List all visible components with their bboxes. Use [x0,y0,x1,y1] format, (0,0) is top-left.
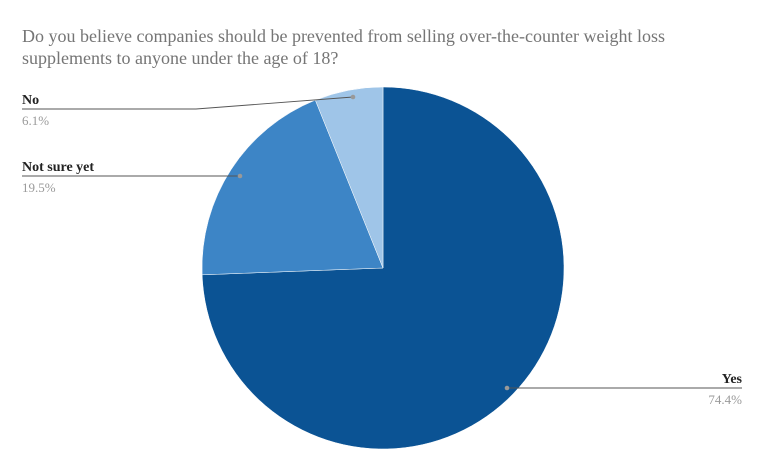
chart-title: Do you believe companies should be preve… [22,26,665,68]
pie-slices [201,86,565,450]
pie-labels: Yes 74.4% Not sure yet 19.5% No 6.1% [22,93,743,407]
slice-percentage: 74.4% [708,392,742,407]
slice-label: Yes [722,372,743,387]
slice-label: No [22,93,39,108]
leader-dot [504,385,510,391]
leader-line [22,96,354,110]
slice-label: Not sure yet [22,160,94,175]
leader-dot [237,173,243,179]
leader-dot [350,94,356,100]
pie-slice-not-sure-yet [201,99,384,276]
slice-percentage: 6.1% [22,113,49,128]
slice-percentage: 19.5% [22,180,56,195]
